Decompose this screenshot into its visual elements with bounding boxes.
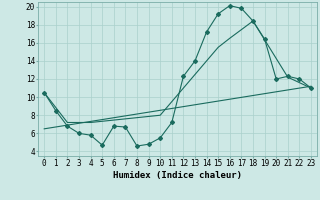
X-axis label: Humidex (Indice chaleur): Humidex (Indice chaleur) [113,171,242,180]
